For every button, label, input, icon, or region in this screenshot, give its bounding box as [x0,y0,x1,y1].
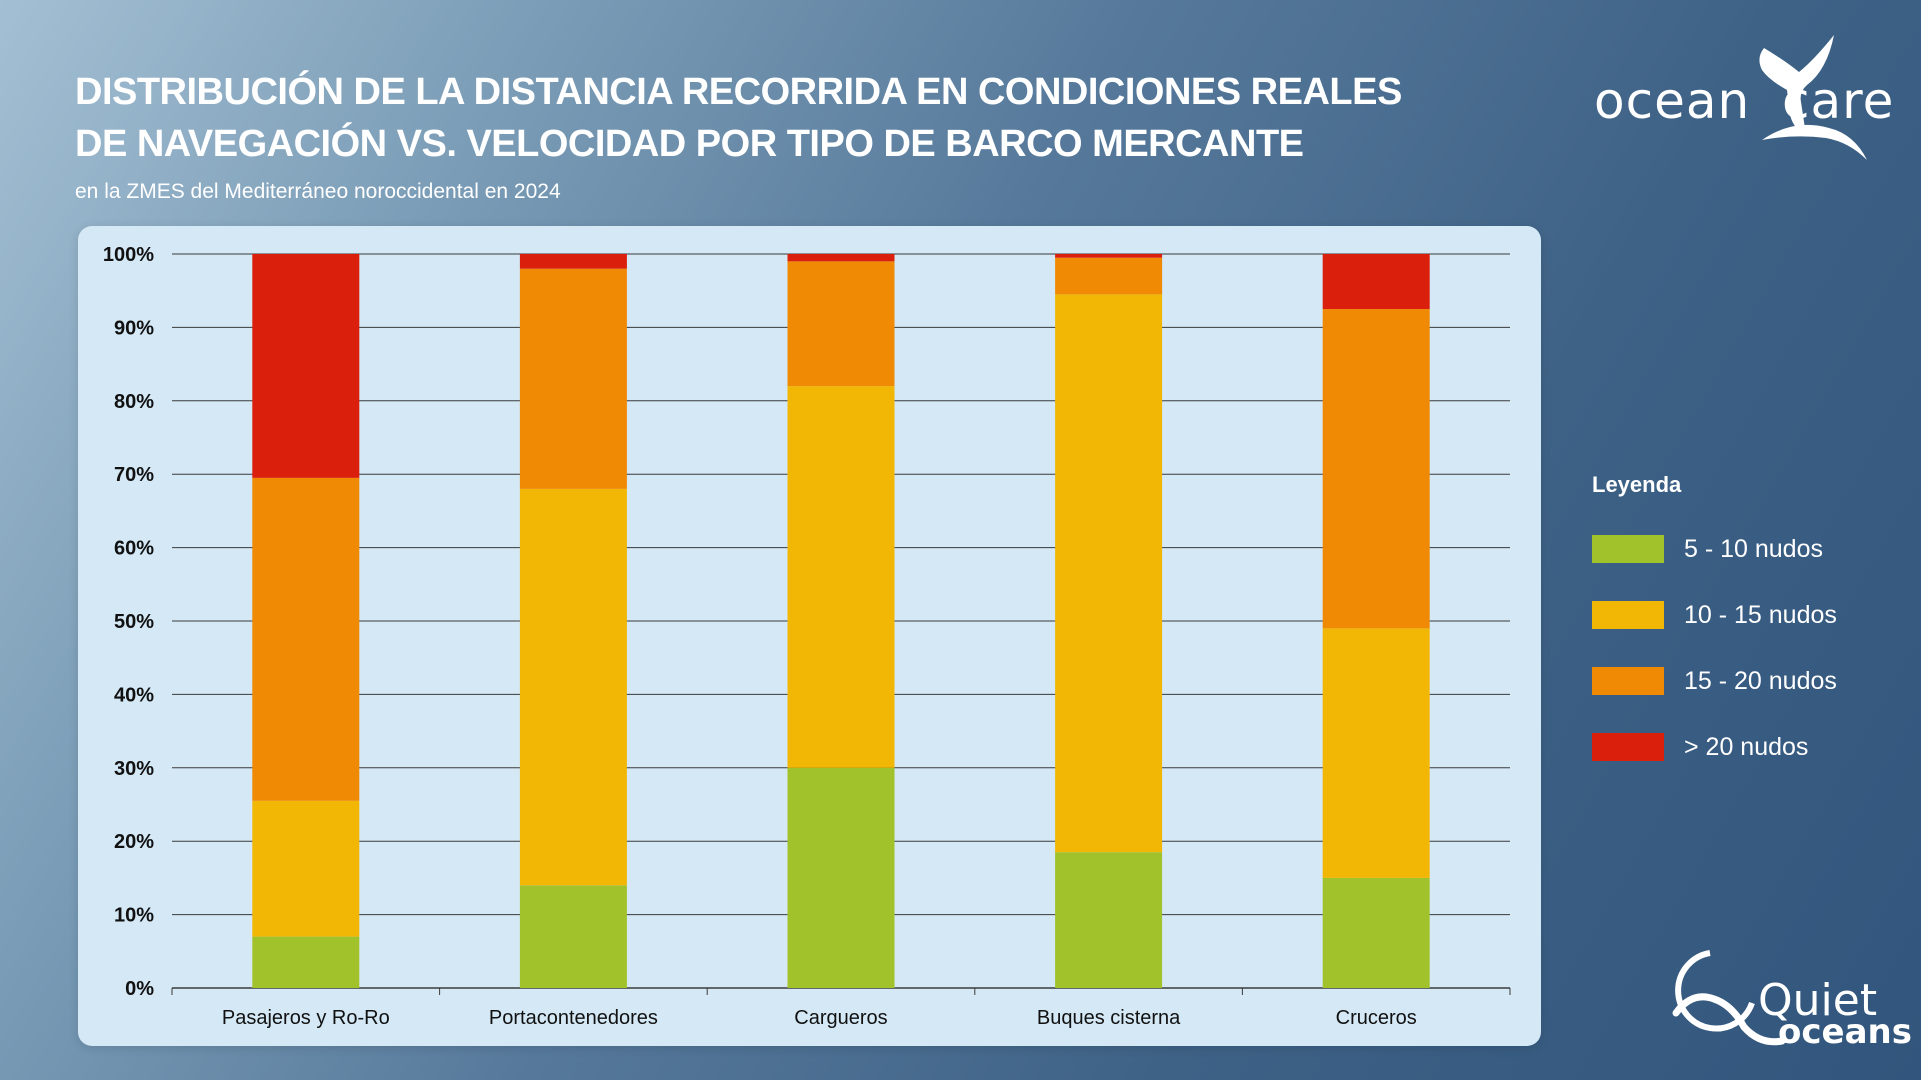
legend-swatch-5-10 [1592,535,1664,563]
bar-segment [1055,257,1163,295]
bar-segment [1055,294,1163,853]
legend-item-gt20: > 20 nudos [1592,714,1892,780]
bar-segment [787,767,895,988]
whale-tail-icon [1759,35,1867,160]
bar-segment [1322,309,1430,629]
x-tick-label: Buques cisterna [1037,1007,1181,1029]
y-tick-label: 90% [114,317,154,339]
bar-segment [519,254,627,269]
bar-segment [1055,254,1163,258]
y-tick-label: 20% [114,831,154,853]
legend-swatch-10-15 [1592,601,1664,629]
stacked-bar-chart: 0% 10% 20% 30% 40% 50% 60% 70% 80% 90% 100% Pasajer… [103,244,1511,1029]
y-tick-label: 50% [114,611,154,633]
chart-panel: 0% 10% 20% 30% 40% 50% 60% 70% 80% 90% 100% Pasajer… [78,226,1541,1046]
x-tick-label: Portacontenedores [489,1007,658,1029]
legend-item-10-15: 10 - 15 nudos [1592,582,1892,648]
bar-segment [1322,877,1430,988]
bar-segment [1322,628,1430,878]
legend-label-10-15: 10 - 15 nudos [1684,600,1837,629]
bar-segment [252,254,360,478]
oceancare-logo: ocean care [1594,30,1894,170]
y-tick-label: 60% [114,538,154,560]
bar-segment [252,936,360,988]
bar-segment [787,254,895,262]
oceans-logo-text: oceans [1778,1012,1912,1052]
chart-title-line-1: DISTRIBUCIÓN DE LA DISTANCIA RECORRIDA E… [75,71,1402,113]
chart-title-line-2: DE NAVEGACIÓN VS. VELOCIDAD POR TIPO DE … [75,123,1304,165]
y-tick-label: 80% [114,391,154,413]
x-tick-label: Cargueros [794,1007,887,1029]
legend-title: Leyenda [1592,472,1682,497]
legend-label-gt20: > 20 nudos [1684,732,1809,761]
oceancare-logo-text-right: care [1782,72,1895,130]
bar-segment [787,386,895,768]
legend-swatch-gt20 [1592,733,1664,761]
bar-segment [1322,254,1430,310]
quiet-oceans-wave-icon [1672,950,1786,1046]
y-tick-label: 0% [125,978,154,1000]
bar-segment [252,477,360,801]
y-tick-label: 10% [114,905,154,927]
bar-segment [519,488,627,886]
y-tick-label: 40% [114,684,154,706]
bar-segment [519,885,627,988]
legend: Leyenda 5 - 10 nudos 10 - 15 nudos 15 - … [1592,472,1892,780]
x-tick-label: Cruceros [1336,1007,1417,1029]
legend-item-5-10: 5 - 10 nudos [1592,516,1892,582]
y-tick-label: 100% [103,244,154,266]
chart-subtitle: en la ZMES del Mediterráneo noroccidenta… [75,180,561,203]
quiet-logo-text: Quiet [1758,975,1878,1026]
legend-swatch-15-20 [1592,667,1664,695]
x-tick-label: Pasajeros y Ro-Ro [222,1007,390,1029]
title-block: DISTRIBUCIÓN DE LA DISTANCIA RECORRIDA E… [75,66,1402,204]
oceancare-logo-text-left: ocean [1594,72,1751,130]
bar-segment [519,268,627,489]
y-tick-label: 70% [114,464,154,486]
legend-item-15-20: 15 - 20 nudos [1592,648,1892,714]
quiet-oceans-logo: Quiet oceans [1670,945,1912,1057]
bar-segment [252,800,360,937]
bar-segment [1055,852,1163,988]
legend-label-15-20: 15 - 20 nudos [1684,666,1837,695]
legend-label-5-10: 5 - 10 nudos [1684,534,1823,563]
y-tick-label: 30% [114,758,154,780]
bar-segment [787,261,895,387]
